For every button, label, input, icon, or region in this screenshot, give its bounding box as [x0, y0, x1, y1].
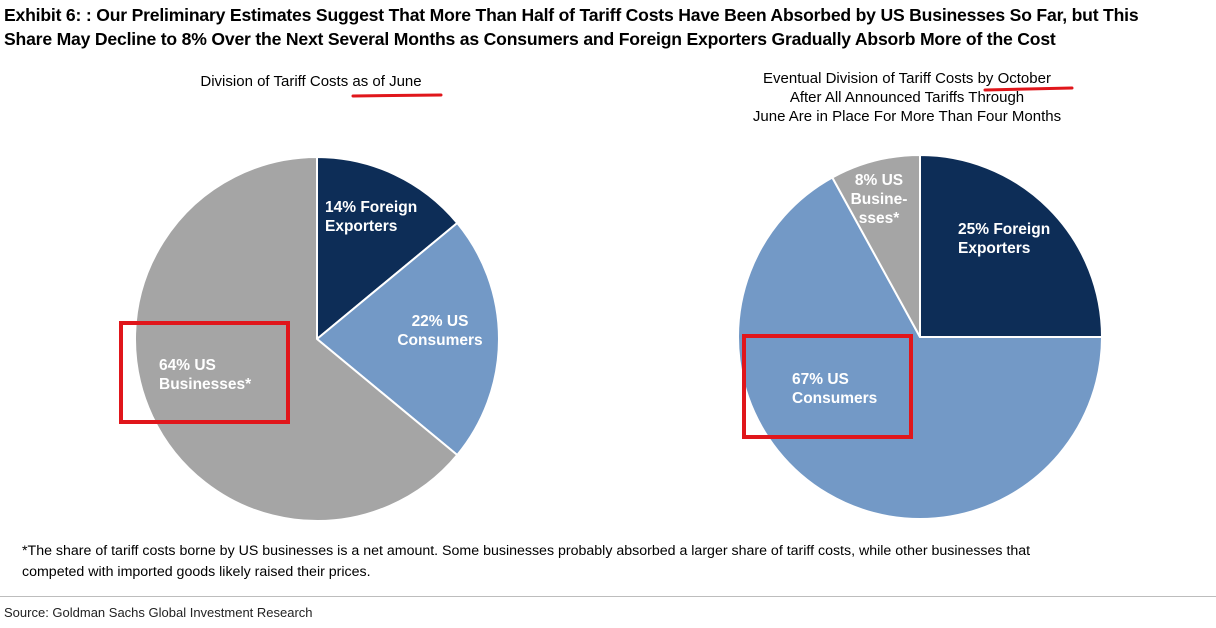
pie-october-label-line: sses*: [859, 210, 900, 227]
pie-june-label-line: Consumers: [397, 332, 482, 349]
pie-june-slice-foreign-exporters: [316, 156, 459, 340]
pie-june-title-line-1: Division of Tariff Costs as of June: [200, 73, 421, 90]
pie-october-label-line: 25% Foreign: [958, 221, 1050, 238]
pie-june-label-line: 14% Foreign: [325, 199, 417, 216]
footnote: *The share of tariff costs borne by US b…: [22, 541, 1212, 582]
pie-october-title-line-1: Eventual Division of Tariff Costs by Oct…: [763, 70, 1051, 87]
pie-june-highlight-box: [119, 321, 290, 424]
exhibit-title-line-1: Exhibit 6: : Our Preliminary Estimates S…: [4, 5, 1139, 25]
pie-october-label-line: Busine-: [851, 191, 908, 208]
pie-october-slice-foreign-exporters: [919, 154, 1103, 338]
pie-june-label-us-consumers: 22% US Consumers: [397, 313, 482, 349]
pie-october-highlight-box: [742, 334, 913, 439]
divider: [0, 596, 1216, 597]
pie-october-slices: [737, 154, 1103, 520]
pie-october-label-foreign-exporters: 25% Foreign Exporters: [958, 221, 1050, 257]
pie-october-title-underline: [983, 86, 1074, 92]
pie-june-label-line: Exporters: [325, 218, 397, 235]
pie-june-label-line: Businesses*: [159, 376, 252, 393]
pie-october-label-us-businesses: 8% US Busine-sses*: [851, 172, 908, 227]
pie-october-title: Eventual Division of Tariff Costs by Oct…: [753, 70, 1061, 125]
pie-june-slices: [134, 156, 500, 522]
footnote-line-1: *The share of tariff costs borne by US b…: [22, 543, 1031, 559]
source-note: Source: Goldman Sachs Global Investment …: [4, 605, 313, 620]
footnote-line-2: competed with imported goods likely rais…: [22, 563, 371, 580]
pie-october-labels: 25% Foreign Exporters 67% US Consumers 8% US…: [792, 172, 1050, 407]
pie-october-title-line-3: June Are in Place For More Than Four Mon…: [753, 108, 1061, 125]
pie-october-label-us-consumers: 67% US Consumers: [792, 371, 877, 407]
pie-june-slice-us-businesses: [134, 156, 459, 522]
pie-chart-october: Eventual Division of Tariff Costs by Oct…: [737, 70, 1103, 520]
exhibit-title-line-2: Share May Decline to 8% Over the Next Se…: [4, 29, 1056, 49]
pie-june-label-foreign-exporters: 14% Foreign Exporters: [325, 199, 417, 235]
pie-june-slice-us-consumers: [316, 221, 500, 457]
pie-october-label-line: 67% US: [792, 371, 849, 388]
pie-june-title-underline: [351, 93, 443, 98]
pie-october-slice-us-businesses: [831, 154, 921, 338]
pie-chart-june: Division of Tariff Costs as of June 14% …: [119, 73, 500, 522]
pie-october-slice-us-consumers: [737, 176, 1103, 520]
pie-june-title: Division of Tariff Costs as of June: [200, 73, 421, 90]
exhibit-title: Exhibit 6: : Our Preliminary Estimates S…: [4, 3, 1212, 51]
pie-october-label-line: Exporters: [958, 240, 1030, 257]
pie-october-label-line: 8% US: [855, 172, 903, 189]
pie-october-title-line-2: After All Announced Tariffs Through: [790, 89, 1024, 106]
pie-june-label-line: 64% US: [159, 357, 216, 374]
pie-june-labels: 14% Foreign Exporters 22% US Consumers 64% U…: [159, 199, 483, 393]
pie-october-label-line: Consumers: [792, 390, 877, 407]
pie-june-label-us-businesses: 64% US Businesses*: [159, 357, 252, 393]
pie-june-label-line: 22% US: [412, 313, 469, 330]
pie-charts: Division of Tariff Costs as of June 14% …: [119, 70, 1103, 522]
